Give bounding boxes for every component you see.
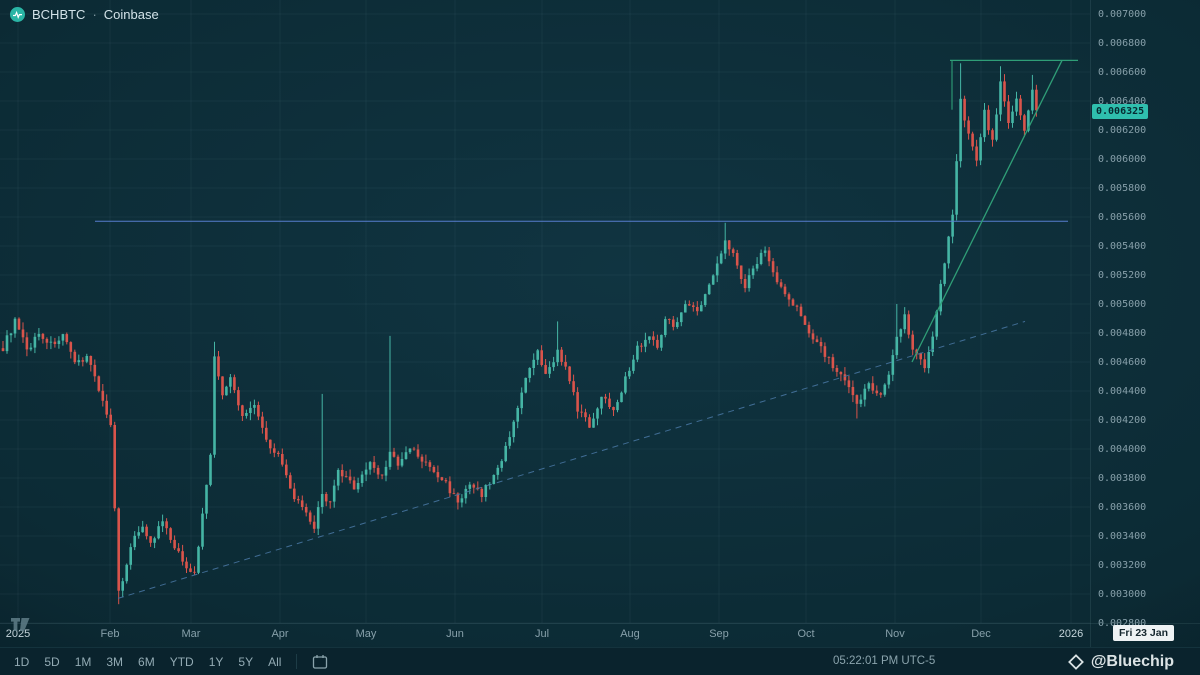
time-tick-jun: Jun xyxy=(446,628,464,640)
time-tick-jul: Jul xyxy=(534,628,550,640)
watermark-logo-icon xyxy=(1067,654,1084,670)
symbol-name: BCHBTC xyxy=(32,7,86,22)
range-all[interactable]: All xyxy=(268,654,282,669)
range-6m[interactable]: 6M xyxy=(138,654,155,669)
watermark-handle: @Bluechip xyxy=(1090,653,1174,670)
candlestick-series xyxy=(1,63,1038,605)
time-tick-sep: Sep xyxy=(709,628,729,640)
range-1d[interactable]: 1D xyxy=(14,654,30,669)
price-tick: 0.007000 xyxy=(1098,9,1147,20)
range-buttons: 1D 5D 1M 3M 6M YTD 1Y 5Y All xyxy=(14,655,281,669)
time-tick-nov: Nov xyxy=(885,628,905,640)
support-trendline-dashed xyxy=(117,320,1026,599)
time-tick-2026: 2026 xyxy=(1058,628,1084,640)
price-axis[interactable]: 0.006325 0.007000 0.006800 0.006600 0.00640… xyxy=(1091,0,1200,629)
range-1m[interactable]: 1M xyxy=(74,654,92,669)
time-tick-mar: Mar xyxy=(181,628,201,640)
watermark: @Bluechip xyxy=(1067,653,1174,671)
price-tick: 0.006200 xyxy=(1098,125,1147,136)
time-tick-feb: Feb xyxy=(100,628,120,640)
price-tick: 0.004000 xyxy=(1098,444,1147,455)
price-tick: 0.005200 xyxy=(1098,270,1147,281)
time-tick-apr: Apr xyxy=(271,628,289,640)
range-3m[interactable]: 3M xyxy=(106,654,124,669)
time-tick-oct: Oct xyxy=(797,628,815,640)
price-tick: 0.003800 xyxy=(1098,473,1147,484)
range-5d[interactable]: 5D xyxy=(44,654,60,669)
range-ytd[interactable]: YTD xyxy=(169,654,194,669)
price-tick: 0.006800 xyxy=(1098,38,1147,49)
price-tick: 0.004800 xyxy=(1098,328,1147,339)
price-tick: 0.003600 xyxy=(1098,502,1147,513)
trendline-drawings[interactable] xyxy=(95,59,1078,599)
time-tick-may: May xyxy=(355,628,377,640)
triangle-rising-line xyxy=(911,60,1063,363)
bottom-toolbar: 1D 5D 1M 3M 6M YTD 1Y 5Y All 05:22:01 PM UTC-5 xyxy=(0,647,1200,675)
date-tooltip: Fri 23 Jan xyxy=(1113,625,1175,641)
price-tick: 0.006000 xyxy=(1098,154,1147,165)
symbol-header[interactable]: BCHBTC · Coinbase xyxy=(10,7,159,22)
last-price-label: 0.006325 xyxy=(1092,103,1149,119)
price-tick: 0.003200 xyxy=(1098,560,1147,571)
price-tick: 0.006600 xyxy=(1098,67,1147,78)
time-tick-dec: Dec xyxy=(971,628,991,640)
toolbar-divider xyxy=(296,654,298,669)
price-tick: 0.005600 xyxy=(1098,212,1147,223)
time-tick-aug: Aug xyxy=(620,628,640,640)
exchange-name: Coinbase xyxy=(103,7,159,22)
go-to-date-icon[interactable] xyxy=(312,654,328,670)
symbol-separator: · xyxy=(92,7,97,22)
bluechip-logo-icon xyxy=(10,7,25,22)
price-tick: 0.003000 xyxy=(1098,589,1147,600)
price-tick: 0.003400 xyxy=(1098,531,1147,542)
time-axis[interactable]: Fri 23 Jan 2025 Feb Mar Apr May Jun Jul Aug Sep O… xyxy=(0,624,1200,646)
tradingview-logo-icon[interactable] xyxy=(10,617,32,637)
price-tick: 0.004400 xyxy=(1098,386,1147,397)
range-1y[interactable]: 1Y xyxy=(208,654,224,669)
price-tick: 0.004600 xyxy=(1098,357,1147,368)
price-tick: 0.005800 xyxy=(1098,183,1147,194)
price-tick: 0.005000 xyxy=(1098,299,1147,310)
price-tick: 0.004200 xyxy=(1098,415,1147,426)
range-5y[interactable]: 5Y xyxy=(238,654,254,669)
clock-display[interactable]: 05:22:01 PM UTC-5 xyxy=(833,655,936,667)
price-tick: 0.005400 xyxy=(1098,241,1147,252)
